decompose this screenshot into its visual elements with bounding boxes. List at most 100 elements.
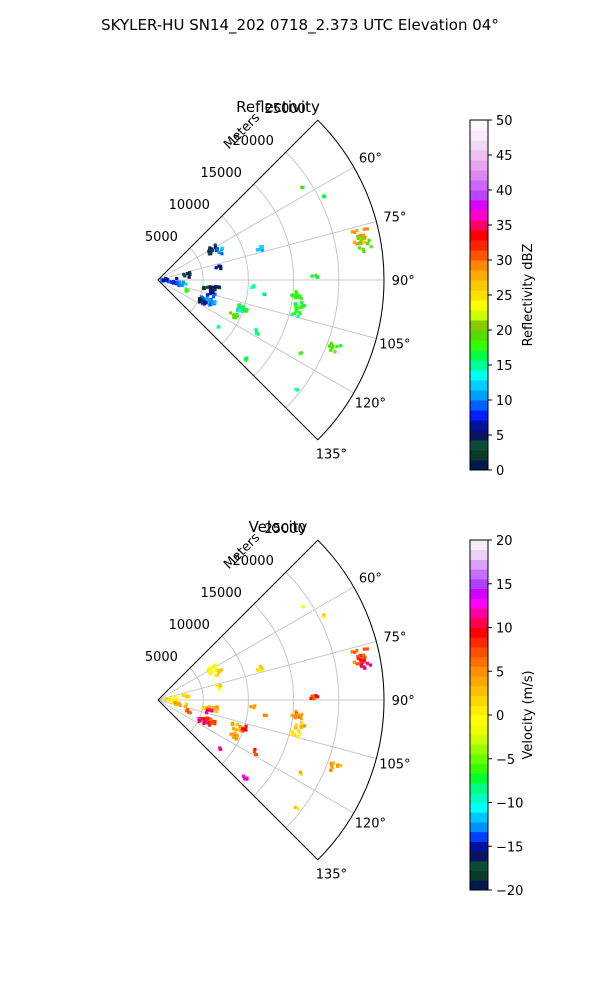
azimuth-tick-label: 60° xyxy=(359,571,382,586)
radar-gate xyxy=(358,662,362,666)
radar-gate xyxy=(254,753,259,757)
azimuth-tick-label: 135° xyxy=(316,447,347,462)
radar-gate xyxy=(220,252,224,256)
radar-gate xyxy=(171,700,175,704)
radar-gate xyxy=(293,733,297,737)
colorbar-swatch xyxy=(470,350,488,361)
radar-gate xyxy=(316,275,320,279)
radar-gate xyxy=(215,683,219,688)
radar-gate xyxy=(294,306,298,310)
colorbar-swatch xyxy=(470,880,488,891)
radar-gate xyxy=(204,301,208,305)
colorbar-label: Reflectivity dBZ xyxy=(521,244,536,347)
panel-title: Velocity xyxy=(249,518,308,536)
radar-gate xyxy=(217,250,221,254)
colorbar-swatch xyxy=(470,666,488,677)
colorbar-swatch xyxy=(470,330,488,341)
radar-gate xyxy=(204,720,208,725)
azimuth-spoke xyxy=(157,279,377,339)
radar-gate xyxy=(310,694,314,698)
colorbar: −20 −15 −10 −5 0 5 10 15 20 Velocity (m/s) xyxy=(469,534,536,899)
radar-gate xyxy=(208,298,212,303)
radar-gate xyxy=(362,227,366,231)
radar-gate xyxy=(330,766,334,770)
radar-gate xyxy=(315,695,320,699)
radar-gate xyxy=(213,288,217,292)
radar-gate xyxy=(202,719,206,723)
radar-gate xyxy=(350,230,354,234)
colorbar-swatch xyxy=(470,773,488,784)
radar-gate xyxy=(200,295,204,300)
radar-gate xyxy=(257,247,261,252)
colorbar-swatch xyxy=(470,270,488,281)
radar-gate xyxy=(197,719,201,723)
radar-gate xyxy=(185,702,189,706)
radar-gate xyxy=(300,712,304,716)
radar-gate xyxy=(232,315,236,320)
data-points xyxy=(160,185,373,392)
radar-gate xyxy=(363,660,367,664)
radar-gate xyxy=(242,774,246,778)
radar-gate xyxy=(300,185,304,190)
range-tick-label: 15000 xyxy=(201,586,242,601)
radar-gate xyxy=(163,278,168,283)
radar-gate xyxy=(170,280,174,284)
colorbar-tick-label: −20 xyxy=(496,884,523,899)
radar-gate xyxy=(220,246,224,250)
colorbar-swatch xyxy=(470,870,488,881)
radar-gate xyxy=(365,227,369,231)
colorbar-swatch xyxy=(470,549,488,560)
radar-gate xyxy=(358,653,363,658)
radar-gate xyxy=(175,280,180,284)
colorbar-swatch xyxy=(470,627,488,638)
radar-gate xyxy=(184,288,188,292)
radar-gate xyxy=(210,301,214,306)
radar-gate xyxy=(219,267,223,271)
radar-gate xyxy=(294,710,298,714)
radar-gate xyxy=(202,302,207,306)
radar-gate xyxy=(239,728,243,733)
colorbar-label: Velocity (m/s) xyxy=(521,670,536,759)
radar-gate xyxy=(293,805,297,810)
colorbar-swatch xyxy=(470,450,488,461)
radar-gate xyxy=(186,708,190,712)
radar-gate xyxy=(205,708,209,712)
radar-gate xyxy=(294,295,299,299)
colorbar-swatch xyxy=(470,290,488,301)
radar-gate xyxy=(262,713,267,717)
radar-gate xyxy=(310,274,314,278)
colorbar-swatch xyxy=(470,420,488,431)
range-tick-label: 10000 xyxy=(169,618,210,633)
radar-gate xyxy=(296,306,300,310)
azimuth-spoke xyxy=(157,221,377,281)
colorbar-swatch xyxy=(470,705,488,716)
radar-gate xyxy=(322,194,326,198)
colorbar-swatch xyxy=(470,860,488,872)
radar-gate xyxy=(244,358,248,362)
radar-gate xyxy=(335,344,339,349)
radar-gate xyxy=(260,245,264,249)
radar-gate xyxy=(300,721,304,725)
radar-gate xyxy=(249,705,253,709)
radar-gate xyxy=(202,717,206,721)
radar-gate xyxy=(352,240,357,244)
colorbar-swatch xyxy=(470,646,488,658)
radar-gate xyxy=(219,264,223,268)
colorbar-swatch xyxy=(470,588,488,599)
radar-gate xyxy=(213,720,217,724)
radar-gate xyxy=(171,698,176,702)
colorbar-swatch xyxy=(470,230,488,241)
radar-gate xyxy=(205,716,209,720)
radar-gate xyxy=(188,711,192,715)
radar-gate xyxy=(329,761,333,766)
radar-gate xyxy=(232,733,237,738)
azimuth-spoke xyxy=(157,586,354,701)
radar-gate xyxy=(329,768,333,772)
colorbar-tick-label: 35 xyxy=(496,219,513,234)
colorbar-swatch xyxy=(470,656,488,667)
colorbar-swatch xyxy=(470,841,488,852)
colorbar-tick-label: −15 xyxy=(496,840,523,855)
colorbar-swatch xyxy=(470,160,488,171)
radar-gate xyxy=(291,293,295,297)
radar-gate xyxy=(173,701,177,705)
